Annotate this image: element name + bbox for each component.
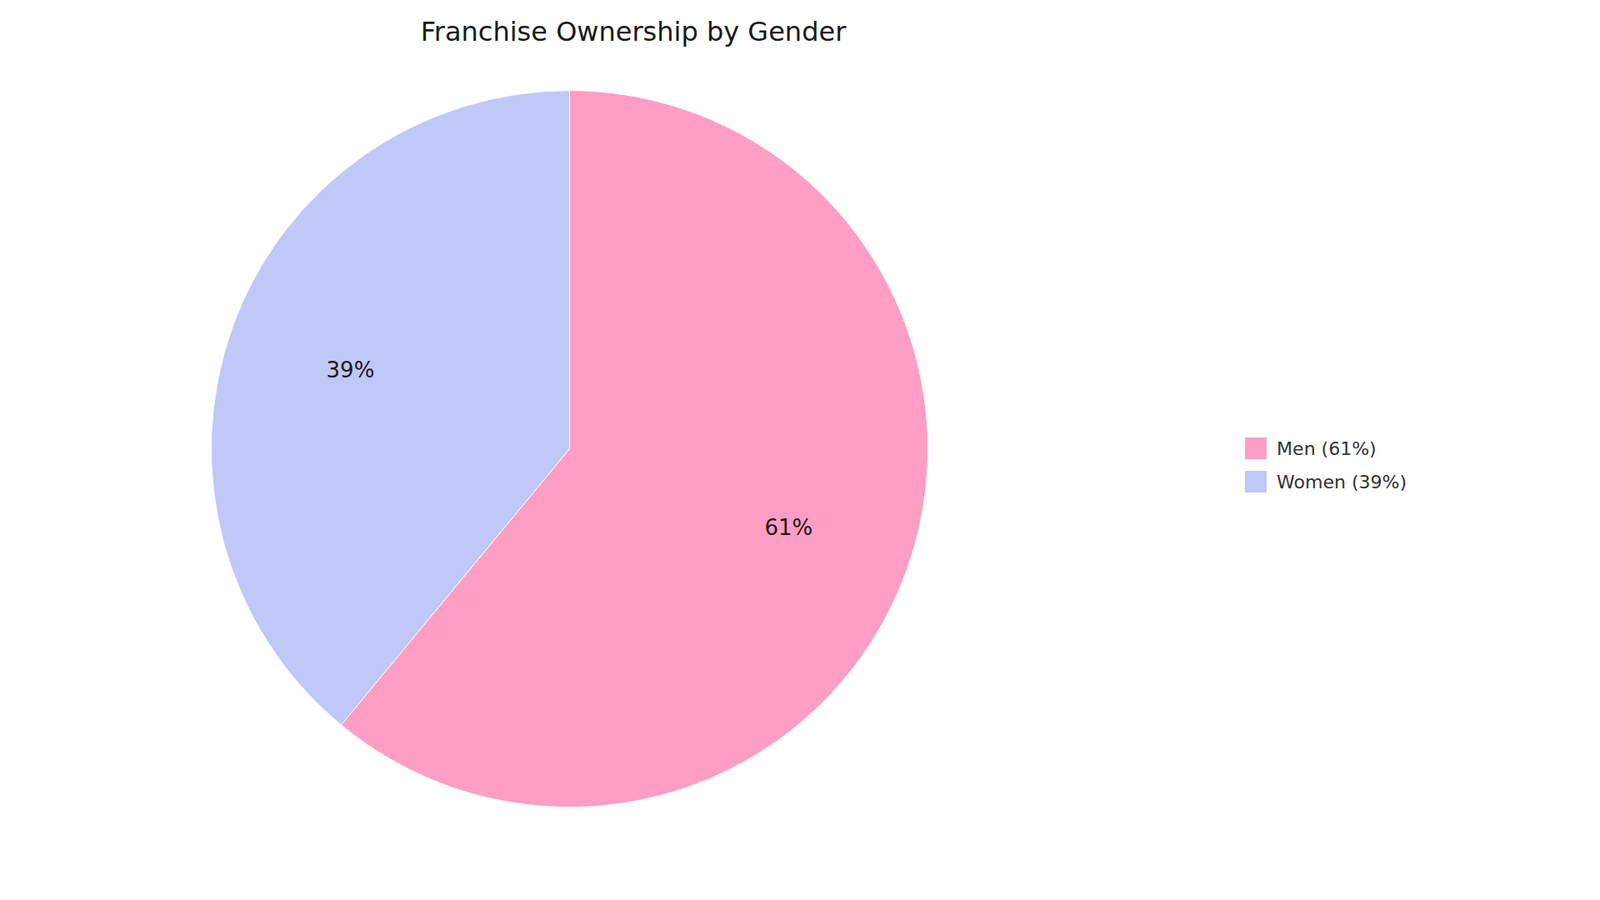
svg-text:39%: 39%	[326, 357, 375, 383]
svg-text:61%: 61%	[765, 515, 814, 540]
html-text:Franchise Ownership by Gender: Franchise Ownership by Gender	[420, 15, 847, 48]
html-text:Men (61%): Men (61%)	[1276, 437, 1377, 459]
html-text:Women (39%): Women (39%)	[1276, 471, 1407, 493]
